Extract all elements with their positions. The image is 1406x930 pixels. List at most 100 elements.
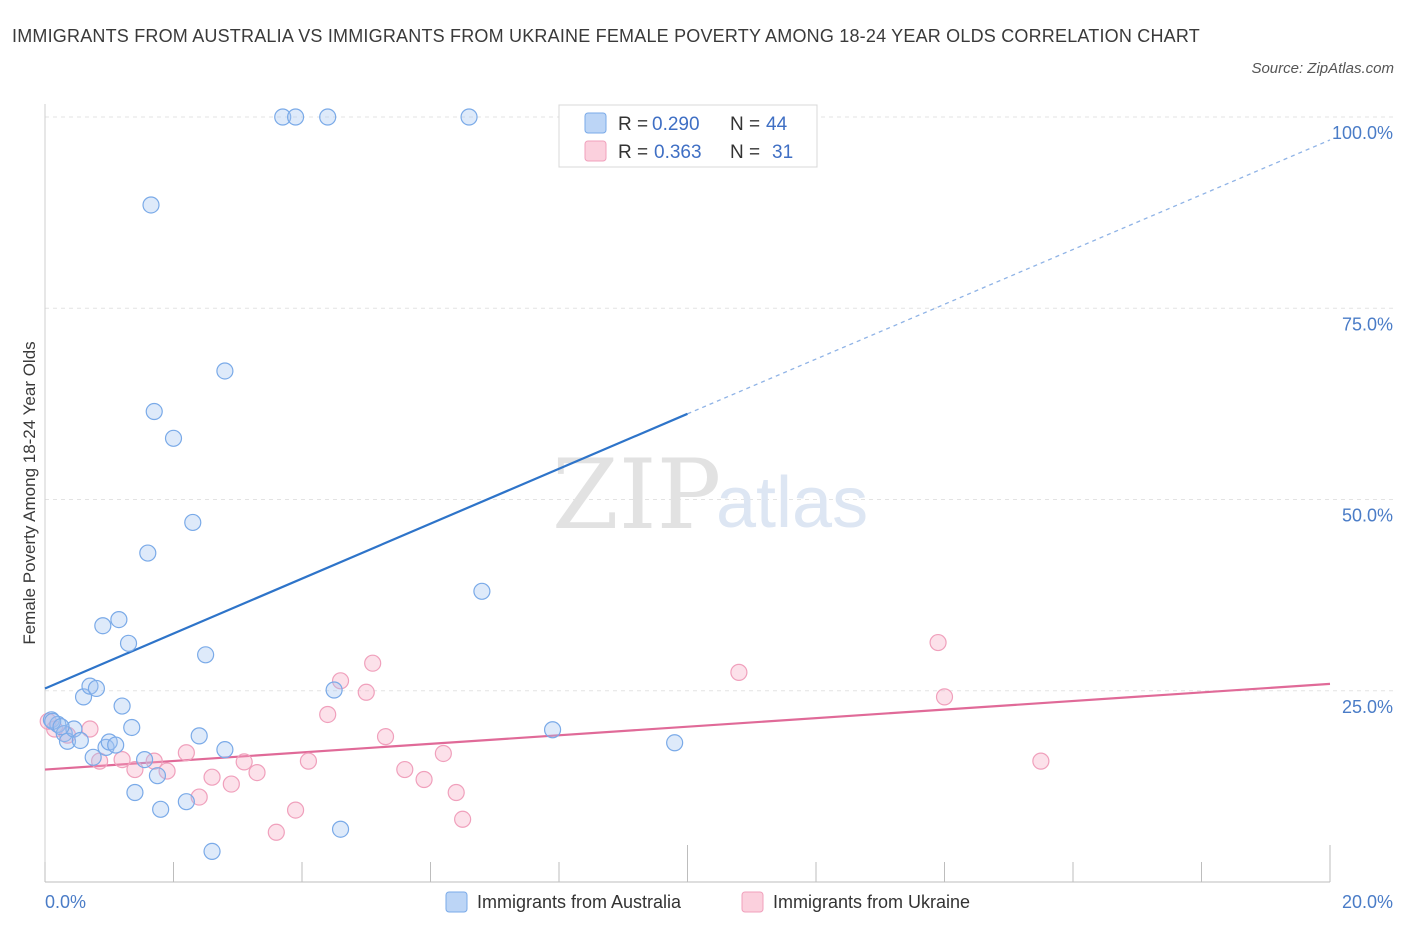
data-point-ukraine [177, 744, 195, 762]
y-tick-label: 75.0% [1342, 314, 1393, 334]
data-point-australia [126, 783, 144, 802]
data-point-australia [274, 108, 292, 126]
data-point-australia [177, 793, 195, 811]
data-point-australia [666, 734, 684, 752]
trendlines [44, 139, 1331, 771]
data-point-australia [190, 727, 208, 745]
data-point-australia [148, 767, 167, 785]
data-point-australia [460, 108, 478, 126]
data-point-australia [87, 679, 106, 698]
data-point-ukraine [376, 728, 395, 746]
data-point-ukraine [364, 654, 382, 672]
trendline-australia-extension [687, 139, 1331, 415]
stats-n-value-australia: 44 [766, 114, 788, 135]
data-point-australia [184, 513, 202, 532]
data-point-australia [142, 196, 160, 214]
stats-swatch-ukraine [584, 140, 607, 162]
stats-n-label-ukraine: N = [730, 142, 760, 163]
data-point-australia [74, 688, 93, 706]
x-tick-label-min: 0.0% [45, 892, 86, 912]
data-point-australia [286, 108, 305, 126]
legend-label-australia: Immigrants from Australia [477, 892, 682, 912]
y-tick-label: 25.0% [1342, 697, 1393, 717]
legend-label-ukraine: Immigrants from Ukraine [773, 892, 970, 912]
y-axis-label: Female Poverty Among 18-24 Year Olds [20, 341, 39, 644]
watermark-atlas: atlas [716, 463, 868, 543]
data-point-australia [319, 108, 337, 126]
stats-r-label-ukraine: R = [618, 142, 648, 163]
series-ukraine [39, 633, 1050, 841]
y-tick-label: 50.0% [1342, 506, 1393, 526]
stats-n-value-ukraine: 31 [772, 142, 793, 163]
data-point-australia [71, 731, 89, 750]
data-point-australia [94, 617, 112, 635]
trendline-australia [44, 412, 688, 690]
trendline-ukraine [44, 682, 1331, 771]
data-point-ukraine [267, 823, 285, 841]
stats-swatch-australia [584, 112, 607, 134]
data-point-australia [152, 800, 170, 818]
legend-swatch-australia [445, 891, 468, 913]
x-tick-label-max: 20.0% [1342, 892, 1393, 912]
data-point-australia [110, 611, 128, 629]
data-point-ukraine [454, 810, 472, 828]
data-point-ukraine [1032, 752, 1050, 770]
watermark: ZIP atlas [552, 439, 868, 551]
legend-swatch-ukraine [741, 891, 764, 913]
y-tick-label: 100.0% [1332, 123, 1393, 143]
data-point-ukraine [235, 753, 253, 771]
data-point-ukraine [935, 688, 954, 706]
data-point-australia [119, 634, 138, 652]
chart-title: IMMIGRANTS FROM AUSTRALIA VS IMMIGRANTS … [12, 26, 1200, 46]
data-point-australia [164, 429, 183, 447]
gridlines [45, 116, 1394, 692]
legend: Immigrants from Australia Immigrants fro… [445, 891, 970, 913]
data-point-australia [44, 712, 62, 730]
data-point-australia [331, 820, 350, 838]
stats-r-label-australia: R = [618, 114, 648, 135]
stats-n-label-australia: N = [730, 114, 760, 135]
data-point-ukraine [415, 770, 433, 789]
data-point-ukraine [203, 768, 221, 786]
data-point-australia [139, 544, 157, 562]
data-point-ukraine [248, 764, 266, 782]
data-point-australia [543, 721, 562, 739]
stats-box: R = 0.290 N = 44 R = 0.363 N = 31 [558, 104, 818, 168]
source-note: Source: ZipAtlas.com [1251, 60, 1394, 77]
data-point-ukraine [299, 752, 318, 770]
data-point-ukraine [331, 672, 350, 690]
data-point-ukraine [190, 788, 208, 806]
data-point-australia [135, 750, 154, 769]
data-point-ukraine [434, 744, 452, 763]
data-point-ukraine [222, 775, 240, 793]
data-point-australia [325, 681, 343, 699]
data-point-ukraine [319, 705, 337, 724]
data-point-australia [52, 718, 70, 736]
data-point-ukraine [113, 750, 131, 769]
data-point-ukraine [730, 663, 748, 681]
data-point-ukraine [396, 760, 414, 779]
data-point-australia [145, 402, 163, 421]
data-point-ukraine [158, 762, 176, 780]
stats-r-value-australia: 0.290 [652, 114, 700, 135]
data-point-australia [107, 736, 125, 754]
data-point-ukraine [929, 633, 947, 652]
data-point-australia [123, 718, 141, 737]
watermark-zip: ZIP [552, 439, 721, 551]
data-point-australia [84, 748, 102, 766]
data-point-australia [203, 842, 221, 861]
data-point-australia [473, 582, 491, 600]
series-australia [42, 108, 684, 861]
axes [44, 104, 1331, 883]
data-point-australia [216, 741, 234, 759]
data-point-ukraine [357, 683, 375, 701]
stats-r-value-ukraine: 0.363 [654, 142, 702, 163]
data-point-ukraine [286, 801, 305, 819]
data-point-australia [197, 646, 215, 664]
data-point-australia [49, 715, 67, 734]
data-point-australia [113, 697, 131, 715]
data-point-ukraine [447, 783, 465, 802]
tick-labels: 100.0% 75.0% 50.0% 25.0% 0.0% 20.0% [45, 123, 1393, 912]
data-point-australia [216, 362, 234, 380]
